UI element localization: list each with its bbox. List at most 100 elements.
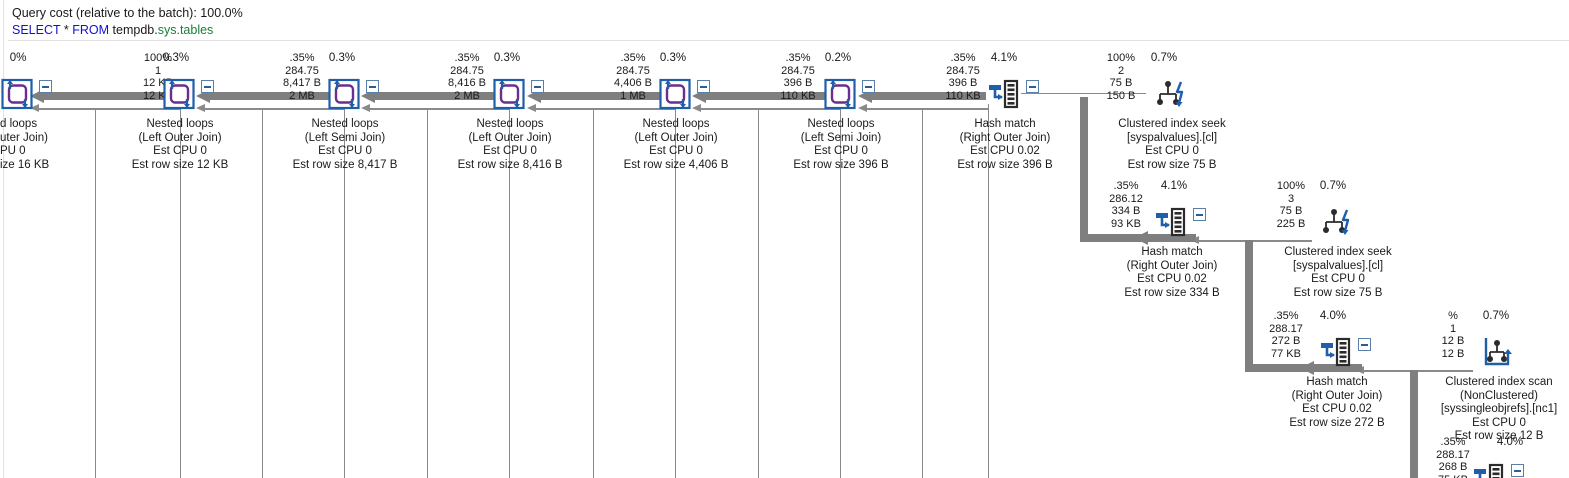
elbow-h-n8-to-n6 (1080, 234, 1144, 242)
cost-label-n0: 0% (9, 52, 27, 64)
drop-elbow-2 (262, 108, 345, 109)
node-subtitle-n2: (Left Semi Join) (304, 131, 386, 144)
node-caption-n10: Hash match (Right Outer Join) Est CPU 0.… (1207, 376, 1467, 430)
nested-loops-icon (328, 77, 362, 111)
cost-label-n2: 0.3% (328, 52, 356, 64)
drop-line-3 (344, 104, 345, 478)
node-title-n7: Clustered index seek (1118, 118, 1226, 130)
drop-line-7 (675, 104, 676, 478)
expander-n5[interactable] (862, 80, 875, 93)
node-cpu-n0: PU 0 (0, 145, 26, 157)
node-cpu-n10: Est CPU 0.02 (1302, 403, 1372, 415)
window-left-rail (3, 0, 4, 478)
node-cpu-n8: Est CPU 0.02 (1137, 273, 1207, 285)
drop-line-0 (95, 108, 96, 478)
node-title-n8: Hash match (1141, 246, 1203, 258)
edge-stats-e7: 100% 2 75 B 150 B (1106, 52, 1136, 102)
expander-n3[interactable] (531, 80, 544, 93)
node-cpu-n6: Est CPU 0.02 (970, 145, 1040, 157)
node-cpu-n5: Est CPU 0 (814, 145, 868, 157)
drop-line-11 (922, 108, 923, 478)
drop-line-10 (988, 104, 989, 478)
node-cpu-n4: Est CPU 0 (649, 145, 703, 157)
nested-loops-icon (659, 77, 693, 111)
edge-stats-e8: .35% 286.12 334 B 93 KB (1109, 180, 1143, 230)
node-subtitle-n0: uter Join) (0, 131, 48, 144)
cost-label-n10: 4.0% (1319, 310, 1347, 322)
drop-elbow-6 (593, 108, 676, 109)
node-rowsize-n8: Est row size 334 B (1124, 286, 1220, 299)
cost-label-n6: 4.1% (990, 52, 1018, 64)
node-rowsize-n1: Est row size 12 KB (131, 158, 229, 171)
expander-n2[interactable] (366, 80, 379, 93)
node-title-n4: Nested loops (642, 118, 710, 130)
node-rowsize-n11: Est row size 12 B (1454, 430, 1544, 442)
cost-label-n11: 0.7% (1482, 310, 1510, 322)
edge-stats-e6: .35% 284.75 396 B 110 KB (945, 52, 981, 102)
drop-line-6 (593, 108, 594, 478)
drop-elbow-0 (95, 108, 181, 109)
expander-n6[interactable] (1026, 80, 1039, 93)
node-caption-n4: Nested loops (Left Outer Join) Est CPU 0… (546, 118, 806, 172)
node-rowsize-n4: Est row size 4,406 B (623, 158, 729, 171)
connector-n7-to-n6 (1021, 93, 1146, 94)
node-subtitle-n3: (Left Outer Join) (468, 131, 552, 144)
node-subtitle-n1: (Left Outer Join) (138, 131, 222, 144)
expander-n8[interactable] (1193, 208, 1206, 221)
node-title-n0: d loops (0, 118, 38, 130)
hash-match-icon (1320, 335, 1354, 369)
expander-bottom-partial[interactable] (1511, 464, 1524, 477)
sql-star: * (63, 23, 69, 37)
edge-stats-e12: .35%288.17 268 B75 KB (1436, 436, 1470, 478)
hash-match-icon (988, 77, 1022, 111)
node-caption-n8: Hash match (Right Outer Join) Est CPU 0.… (1042, 246, 1302, 300)
node-caption-n3: Nested loops (Left Outer Join) Est CPU 0… (380, 118, 640, 172)
cost-label-n7: 0.7% (1150, 52, 1178, 64)
expander-n4[interactable] (697, 80, 710, 93)
expander-n1[interactable] (201, 80, 214, 93)
node-title-n2: Nested loops (311, 118, 379, 130)
nested-loops-icon (824, 77, 858, 111)
node-subtitle-n5: (Left Semi Join) (800, 131, 882, 144)
node-caption-n2: Nested loops (Left Semi Join) Est CPU 0 … (215, 118, 475, 172)
node-rowsize-n5: Est row size 396 B (793, 158, 889, 171)
elbow-v-n8-to-n6 (1080, 97, 1088, 242)
drop-line-8 (758, 108, 759, 478)
sql-object: sys.tables (157, 23, 214, 37)
expander-n10[interactable] (1358, 338, 1371, 351)
node-caption-n9: Clustered index seek [syspalvalues].[cl]… (1208, 246, 1468, 300)
edge-stats-e10: .35% 288.17 272 B 77 KB (1269, 310, 1303, 360)
node-title-n6: Hash match (974, 118, 1036, 130)
clustered-index-seek-icon (1321, 205, 1355, 239)
node-rowsize-n7: Est row size 75 B (1127, 158, 1217, 171)
cost-label-n9: 0.7% (1319, 180, 1347, 192)
nested-loops-icon (1, 77, 35, 111)
expander-n0[interactable] (39, 80, 52, 93)
node-caption-n11: Clustered index scan (NonClustered) [sys… (1369, 376, 1569, 444)
drop-elbow-10 (922, 108, 989, 109)
elbow-h-n10-to-n8 (1245, 364, 1309, 372)
elbow-v-bottom (1410, 370, 1418, 478)
node-cpu-n3: Est CPU 0 (483, 145, 537, 157)
node-caption-n1: Nested loops (Left Outer Join) Est CPU 0… (50, 118, 310, 172)
drop-elbow-4 (427, 108, 510, 109)
node-title-n1: Nested loops (146, 118, 214, 130)
node-caption-n7: Clustered index seek [syspalvalues].[cl]… (1042, 118, 1302, 172)
node-caption-n6: Hash match (Right Outer Join) Est CPU 0.… (875, 118, 1135, 172)
plan-header: Query cost (relative to the batch): 100.… (0, 0, 1569, 39)
node-rowsize-n3: Est row size 8,416 B (457, 158, 563, 171)
sql-keyword-from: FROM (72, 23, 110, 37)
node-subtitle-n9: [syspalvalues].[cl] (1292, 259, 1384, 272)
edge-stats-e5: .35% 284.75 396 B 110 KB (780, 52, 816, 102)
node-subtitle-n6: (Right Outer Join) (959, 131, 1051, 144)
node-object-n11: [syssingleobjrefs].[nc1] (1440, 403, 1558, 415)
node-title-n9: Clustered index seek (1284, 246, 1392, 258)
node-title-n11: Clustered index scan (1445, 376, 1553, 388)
drop-elbow-8 (758, 108, 841, 109)
query-cost-value: 100.0% (200, 6, 243, 20)
drop-line-4 (427, 108, 428, 478)
